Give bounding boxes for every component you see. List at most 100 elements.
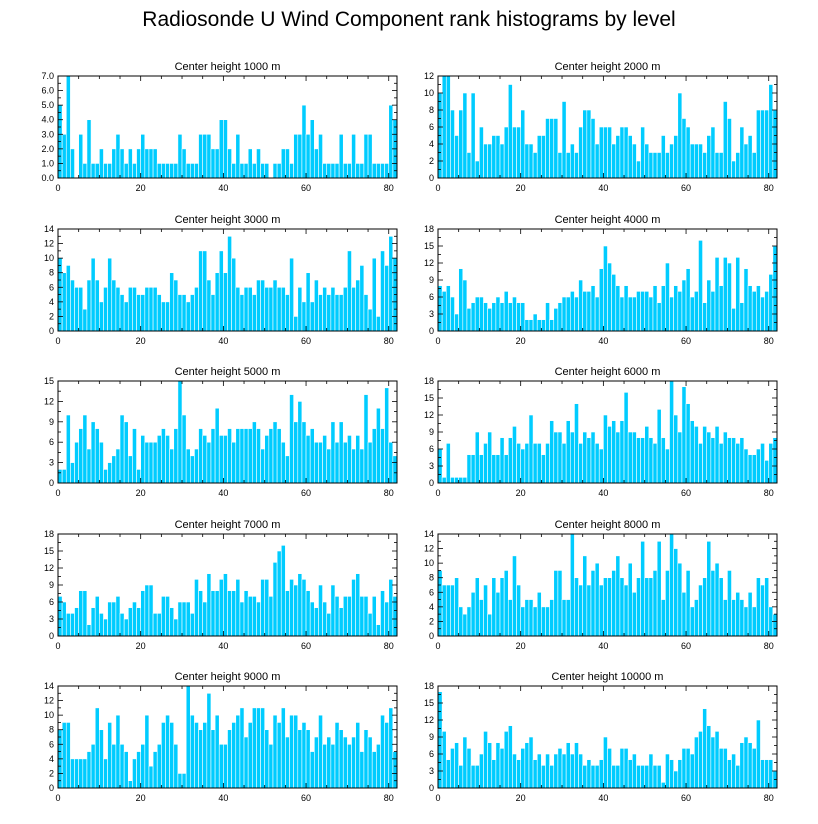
histogram-bar bbox=[487, 742, 493, 789]
histogram-bar bbox=[148, 148, 154, 179]
histogram-bar bbox=[549, 765, 555, 789]
histogram-bar bbox=[99, 441, 104, 484]
histogram-bar bbox=[582, 109, 588, 179]
histogram-bar bbox=[756, 109, 761, 179]
y-tick-label: 3 bbox=[429, 309, 434, 319]
histogram-bar bbox=[528, 319, 534, 332]
histogram-bar bbox=[450, 109, 455, 179]
histogram-bar bbox=[318, 133, 323, 179]
histogram-bar bbox=[462, 279, 468, 332]
histogram-bar bbox=[65, 414, 71, 484]
histogram-bar bbox=[326, 294, 332, 332]
histogram-bar bbox=[764, 759, 770, 789]
histogram-bar bbox=[586, 291, 592, 332]
histogram-bar bbox=[598, 126, 604, 179]
histogram-bar bbox=[528, 736, 534, 789]
histogram-bar bbox=[499, 302, 505, 332]
histogram-bar bbox=[388, 579, 394, 637]
histogram-bar bbox=[123, 163, 129, 179]
y-tick-label: 3 bbox=[49, 614, 54, 624]
histogram-bar bbox=[161, 596, 166, 637]
histogram-bar bbox=[474, 296, 480, 332]
histogram-bar bbox=[454, 135, 459, 179]
y-tick-label: 3 bbox=[49, 458, 54, 468]
histogram-bar bbox=[115, 286, 121, 332]
x-tick-label: 40 bbox=[598, 336, 608, 346]
histogram-bar bbox=[227, 428, 232, 484]
x-tick-label: 40 bbox=[598, 488, 608, 498]
histogram-bar bbox=[512, 753, 517, 789]
histogram-bar bbox=[656, 152, 662, 179]
histogram-bar bbox=[318, 584, 323, 637]
histogram-bar bbox=[689, 753, 695, 789]
histogram-bar bbox=[202, 133, 208, 179]
histogram-bar bbox=[363, 133, 369, 179]
histogram-bar bbox=[615, 431, 621, 484]
histogram-bar bbox=[272, 163, 278, 179]
y-tick-label: 0 bbox=[429, 783, 434, 793]
histogram-bar bbox=[652, 443, 658, 484]
y-tick-label: 6 bbox=[429, 444, 434, 454]
histogram-bar bbox=[86, 119, 92, 179]
y-tick-label: 0 bbox=[49, 326, 54, 336]
histogram-bar bbox=[470, 765, 476, 789]
histogram-bar bbox=[243, 590, 249, 637]
histogram-bar bbox=[177, 380, 183, 484]
histogram-bar bbox=[206, 133, 212, 179]
histogram-bar bbox=[173, 279, 179, 332]
histogram-bar bbox=[710, 291, 716, 332]
histogram-bar bbox=[603, 736, 608, 789]
histogram-bar bbox=[470, 591, 476, 637]
histogram-bar bbox=[231, 590, 237, 637]
histogram-bar bbox=[202, 435, 208, 484]
histogram-bar bbox=[549, 599, 555, 637]
histogram-bar bbox=[214, 148, 220, 179]
histogram-bar bbox=[470, 302, 476, 332]
histogram-bar bbox=[727, 262, 732, 332]
histogram-bar bbox=[607, 426, 612, 484]
histogram-bar bbox=[590, 285, 596, 332]
y-tick-label: 12 bbox=[424, 544, 434, 554]
histogram-bar bbox=[458, 477, 464, 484]
histogram-bar bbox=[528, 414, 534, 484]
histogram-bar bbox=[347, 596, 352, 637]
histogram-bar bbox=[503, 291, 509, 332]
histogram-bar bbox=[450, 296, 455, 332]
y-tick-label: 4.0 bbox=[41, 115, 54, 125]
histogram-bar bbox=[342, 286, 348, 332]
histogram-bar bbox=[243, 163, 249, 179]
x-tick-label: 80 bbox=[384, 488, 394, 498]
histogram-bar bbox=[144, 441, 150, 484]
histogram-bar bbox=[285, 736, 290, 789]
histogram-bar bbox=[445, 75, 451, 179]
histogram-bar bbox=[665, 262, 670, 332]
histogram-bar bbox=[330, 421, 336, 484]
figure-title: Radiosonde U Wind Component rank histogr… bbox=[142, 8, 676, 31]
histogram-bar bbox=[590, 431, 596, 484]
histogram-bar bbox=[276, 163, 282, 179]
histogram-bar bbox=[363, 596, 369, 637]
histogram-bar bbox=[132, 428, 137, 484]
histogram-bar bbox=[235, 286, 241, 332]
histogram-bar bbox=[627, 135, 633, 179]
histogram-bar bbox=[714, 426, 720, 484]
histogram-bar bbox=[623, 584, 629, 637]
histogram-bar bbox=[161, 301, 166, 332]
y-tick-label: 9 bbox=[429, 732, 434, 742]
histogram-bar bbox=[94, 596, 100, 637]
histogram-bar bbox=[107, 462, 113, 484]
y-tick-label: 8 bbox=[49, 268, 54, 278]
histogram-bar bbox=[524, 319, 530, 332]
histogram-bar bbox=[516, 584, 521, 637]
histogram-bar bbox=[173, 428, 179, 484]
histogram-bar bbox=[161, 163, 166, 179]
histogram-bar bbox=[65, 722, 71, 789]
histogram-bar bbox=[557, 748, 563, 789]
histogram-bar bbox=[747, 285, 753, 332]
histogram-bar bbox=[198, 428, 203, 484]
y-tick-label: 0 bbox=[49, 478, 54, 488]
histogram-bar bbox=[314, 148, 319, 179]
histogram-bar bbox=[458, 765, 464, 789]
histogram-bar bbox=[235, 133, 241, 179]
x-tick-label: 60 bbox=[301, 793, 311, 803]
